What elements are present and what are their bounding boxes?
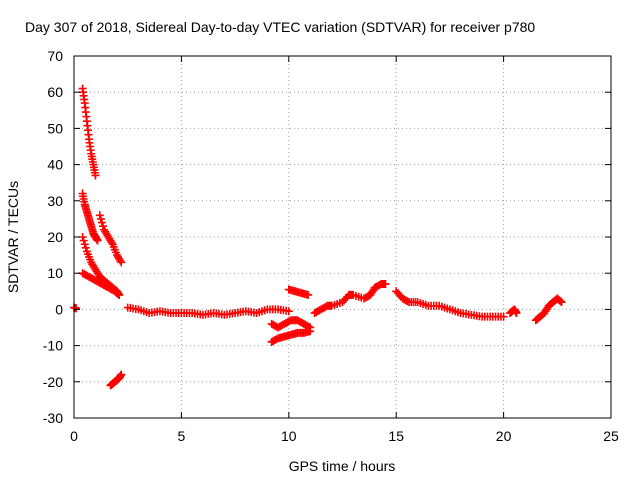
y-axis-label: SDTVAR / TECUs (5, 181, 21, 293)
data-point (306, 323, 315, 332)
data-point (556, 297, 565, 306)
data-point (72, 304, 81, 313)
data-point (116, 256, 125, 265)
y-tick-label: 0 (55, 301, 63, 317)
data-point (95, 211, 104, 220)
y-tick-label: 60 (47, 84, 63, 100)
data-point (115, 290, 124, 299)
data-point (284, 307, 293, 316)
y-tick-label: -10 (43, 338, 63, 354)
y-tick-label: 10 (47, 265, 63, 281)
data-point (117, 370, 126, 379)
x-tick-label: 25 (603, 428, 619, 444)
data-point (499, 312, 508, 321)
y-tick-label: 50 (47, 120, 63, 136)
y-tick-label: 30 (47, 193, 63, 209)
data-point (557, 298, 566, 307)
data-point (81, 243, 90, 252)
data-point (114, 290, 123, 299)
data-point (97, 218, 106, 227)
data-point (93, 236, 102, 245)
data-point (80, 240, 89, 249)
data-point (79, 236, 88, 245)
data-point (91, 171, 100, 180)
data-point (96, 214, 105, 223)
data-point (107, 238, 116, 247)
data-point (304, 290, 313, 299)
x-tick-label: 5 (178, 428, 186, 444)
chart-title: Day 307 of 2018, Sidereal Day-to-day VTE… (25, 19, 535, 35)
axis-ticks: 0 5 10 15 20 25 -30 -20 -10 0 10 20 30 40 50 60 70 (43, 48, 619, 444)
data-point (381, 280, 390, 289)
x-tick-label: 0 (70, 428, 78, 444)
x-axis-label: GPS time / hours (289, 458, 396, 474)
x-tick-label: 10 (281, 428, 297, 444)
data-point (512, 309, 521, 318)
y-tick-label: -20 (43, 374, 63, 390)
y-tick-label: -30 (43, 410, 63, 426)
grid-layer (74, 56, 611, 418)
data-points (70, 84, 566, 390)
y-tick-label: 70 (47, 48, 63, 64)
data-point (98, 222, 107, 231)
x-tick-label: 20 (496, 428, 512, 444)
y-tick-label: 20 (47, 229, 63, 245)
x-tick-label: 15 (388, 428, 404, 444)
data-point (304, 322, 313, 331)
y-tick-label: 40 (47, 157, 63, 173)
data-point (403, 297, 412, 306)
data-point (117, 258, 126, 267)
